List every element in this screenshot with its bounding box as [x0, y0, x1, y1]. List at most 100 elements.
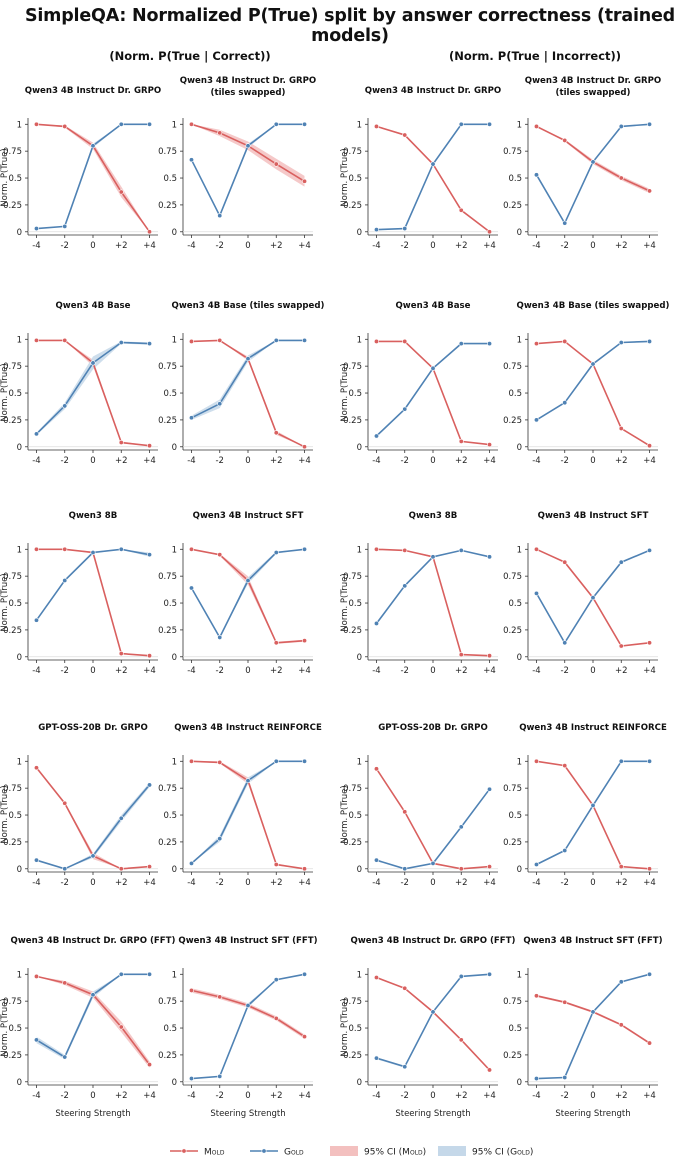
y-tick-label: 1 [517, 120, 522, 130]
y-tick-label: 0 [357, 443, 362, 453]
y-tick-label: 1 [172, 970, 177, 980]
y-tick-label: 0 [17, 228, 22, 238]
y-tick-label: 0 [172, 865, 177, 875]
y-tick-label: 1 [517, 335, 522, 345]
y-tick-label: 0.75 [503, 362, 522, 372]
y-tick-label: 1 [357, 545, 362, 555]
series-line-mold [376, 976, 491, 1071]
x-tick-label: 0 [90, 456, 95, 466]
x-tick-label: -2 [560, 878, 568, 888]
data-point-gold [273, 121, 279, 127]
y-tick-label: 0 [172, 443, 177, 453]
x-tick-label: +2 [270, 1091, 283, 1101]
data-point-mold [273, 861, 279, 867]
x-tick-label: +2 [455, 1091, 468, 1101]
data-point-gold [618, 979, 624, 985]
data-point-mold [373, 975, 379, 981]
y-axis-label: Norm. P(True) [0, 148, 10, 206]
data-point-mold [373, 766, 379, 772]
x-tick-label: -2 [400, 666, 408, 676]
panel-title: (tiles swapped) [556, 88, 631, 98]
ci-band-mold [536, 761, 650, 869]
data-point-mold [217, 552, 223, 558]
data-point-gold [618, 758, 624, 764]
y-tick-label: 1 [357, 335, 362, 345]
data-point-mold [458, 207, 464, 213]
data-point-gold [118, 546, 124, 552]
y-tick-label: 0.25 [3, 838, 22, 848]
y-tick-label: 0.75 [158, 147, 177, 157]
data-point-gold [487, 341, 493, 347]
y-tick-label: 1 [17, 970, 22, 980]
panel-title: GPT-OSS-20B Dr. GRPO [38, 723, 148, 733]
legend-gold-marker [261, 1148, 267, 1154]
panel-title: Qwen3 4B Instruct SFT [538, 511, 649, 521]
data-point-gold [62, 1054, 68, 1060]
data-point-gold [533, 172, 539, 178]
y-tick-label: 0.75 [503, 997, 522, 1007]
y-tick-label: 0 [17, 443, 22, 453]
data-point-mold [647, 188, 653, 194]
data-point-mold [487, 442, 493, 448]
data-point-gold [562, 400, 568, 406]
panel-title: Qwen3 8B [69, 511, 118, 521]
panel-title: Qwen3 4B Instruct SFT (FFT) [178, 936, 317, 946]
x-tick-label: +4 [298, 456, 311, 466]
x-tick-label: -4 [532, 666, 540, 676]
panel-title: Qwen3 4B Instruct SFT (FFT) [523, 936, 662, 946]
y-axis-label: Norm. P(True) [340, 573, 350, 631]
x-tick-label: -2 [215, 1091, 223, 1101]
series-line-gold [375, 549, 490, 624]
data-point-mold [188, 758, 194, 764]
chart-panel: Qwen3 4B Base (tiles swapped) 0 0.25 0.5 0.7… [158, 301, 324, 466]
x-tick-label: -4 [32, 241, 40, 251]
data-point-mold [147, 443, 153, 449]
x-tick-label: -4 [187, 456, 195, 466]
x-tick-label: +4 [143, 1091, 156, 1101]
data-point-gold [458, 121, 464, 127]
data-point-mold [647, 1040, 653, 1046]
data-point-gold [147, 341, 153, 347]
y-tick-label: 0.75 [3, 147, 22, 157]
y-tick-label: 0.75 [158, 362, 177, 372]
x-tick-label: +4 [143, 456, 156, 466]
data-point-mold [147, 1062, 153, 1068]
panel-title: Qwen3 4B Instruct Dr. GRPO [180, 76, 316, 86]
series-line-mold [191, 989, 305, 1038]
data-point-gold [618, 123, 624, 129]
x-tick-label: +4 [643, 1091, 656, 1101]
y-tick-label: 1 [17, 545, 22, 555]
data-point-gold [533, 1076, 539, 1082]
data-point-mold [487, 653, 493, 659]
y-tick-label: 0 [172, 228, 177, 238]
x-tick-label: +2 [115, 878, 128, 888]
panel-title: Qwen3 4B Instruct Dr. GRPO (FFT) [11, 936, 176, 946]
data-point-gold [245, 143, 251, 149]
x-tick-label: -4 [532, 1091, 540, 1101]
x-tick-label: -4 [32, 666, 40, 676]
x-tick-label: -2 [560, 456, 568, 466]
data-point-gold [487, 554, 493, 560]
x-tick-label: 0 [590, 241, 595, 251]
y-tick-label: 0.5 [508, 811, 522, 821]
x-tick-label: -2 [400, 456, 408, 466]
data-point-gold [273, 337, 279, 343]
x-tick-label: +2 [115, 1091, 128, 1101]
y-tick-label: 0.25 [158, 416, 177, 426]
data-point-mold [188, 121, 194, 127]
data-point-gold [430, 554, 436, 560]
data-point-gold [245, 356, 251, 362]
y-tick-label: 1 [172, 757, 177, 767]
data-point-gold [533, 417, 539, 423]
chart-panel: Qwen3 4B Instruct REINFORCE 0 0.25 0.5 0.75 1… [503, 723, 667, 888]
x-tick-label: 0 [90, 241, 95, 251]
chart-panel: Qwen3 4B Instruct Dr. GRPO (FFT) 0 0.25 0.5… [340, 936, 516, 1119]
data-point-mold [618, 426, 624, 432]
y-tick-label: 1 [517, 970, 522, 980]
ci-band-mold [536, 341, 650, 446]
x-tick-label: 0 [245, 241, 250, 251]
y-tick-label: 0 [517, 443, 522, 453]
panel-title: Qwen3 4B Base [396, 301, 471, 311]
chart-panel: Qwen3 8B 0 0.25 0.5 0.75 1 -4 -2 0 +2 +4 Norm. P(Tr… [0, 511, 158, 676]
data-point-gold [458, 973, 464, 979]
